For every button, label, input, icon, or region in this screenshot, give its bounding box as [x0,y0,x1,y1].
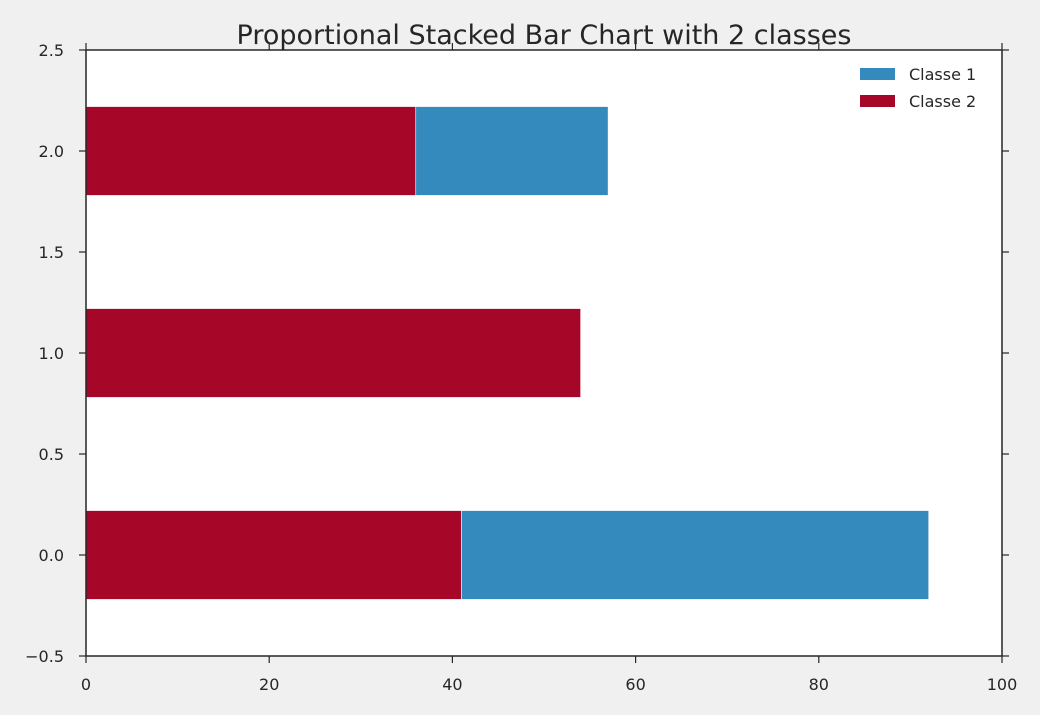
y-tick-label: 2.5 [39,41,64,60]
legend: Classe 1 Classe 2 [860,65,976,111]
y-tick-label: 2.0 [39,142,64,161]
x-tick-label: 40 [442,675,462,694]
legend-swatch-classe-1 [860,68,895,80]
y-tick-label: −0.5 [25,647,64,666]
bar-classe-2-0 [85,510,462,600]
x-tick-label: 20 [259,675,279,694]
bar-classe-1-2 [415,106,609,196]
bars-layer [85,106,930,600]
y-tick-label: 0.0 [39,546,64,565]
y-tick-label: 1.0 [39,344,64,363]
x-tick-label: 100 [987,675,1018,694]
bar-classe-2-2 [85,106,417,196]
bar-classe-2-1 [85,308,581,398]
x-tick-label: 0 [81,675,91,694]
y-tick-label: 0.5 [39,445,64,464]
chart-title: Proportional Stacked Bar Chart with 2 cl… [237,20,852,51]
y-tick-label: 1.5 [39,243,64,262]
x-tick-label: 60 [625,675,645,694]
legend-label: Classe 2 [909,92,976,111]
tick-labels-layer: 0 20 40 60 80 100 −0.5 0.0 0.5 1.0 1.5 2.0 2.5 [25,41,1017,694]
legend-label: Classe 1 [909,65,976,84]
bar-classe-1-0 [461,510,930,600]
ticks-layer [79,43,1009,663]
x-tick-label: 80 [809,675,829,694]
legend-swatch-classe-2 [860,95,895,107]
